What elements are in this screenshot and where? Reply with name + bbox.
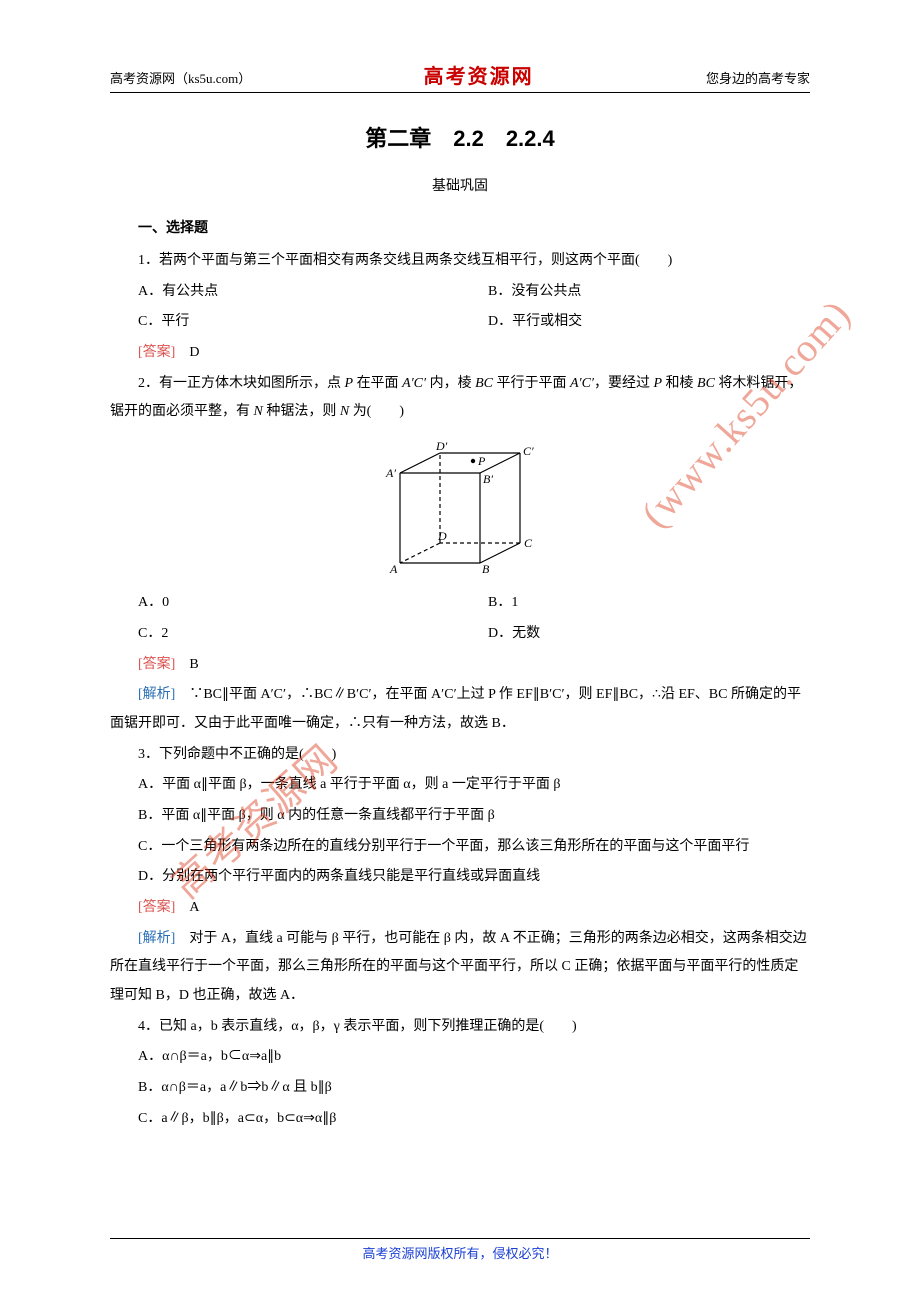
analysis-label: [解析] xyxy=(138,687,175,702)
q2-opt-d: D．无数 xyxy=(460,620,810,649)
q3-stem: 3．下列命题中不正确的是( ) xyxy=(110,741,810,770)
q3-opt-b: B．平面 α∥平面 β，则 α 内的任意一条直线都平行于平面 β xyxy=(110,802,810,831)
q1-answer-row: [答案] D xyxy=(110,339,810,368)
q2-var: P xyxy=(653,376,662,391)
cube-figure: A B C D A′ B′ C′ D′ P xyxy=(110,433,810,583)
section-heading: 一、选择题 xyxy=(110,217,810,237)
q3-opt-d: D．分别在两个平行平面内的两条直线只能是平行直线或异面直线 xyxy=(110,863,810,892)
header-center-logo: 高考资源网 xyxy=(424,60,534,89)
q1-opt-c: C．平行 xyxy=(110,308,460,337)
svg-text:C′: C′ xyxy=(523,444,534,458)
header-left: 高考资源网（ks5u.com） xyxy=(110,68,251,87)
svg-text:C: C xyxy=(524,536,533,550)
q2-part: 种锯法，则 xyxy=(263,404,340,419)
svg-text:A′: A′ xyxy=(385,466,396,480)
q2-part: 平行于平面 xyxy=(493,376,570,391)
q3-analysis-text: 对于 A，直线 a 可能与 β 平行，也可能在 β 内，故 A 不正确；三角形的… xyxy=(110,931,807,1003)
svg-text:B: B xyxy=(482,562,490,576)
page-header: 高考资源网（ks5u.com） 高考资源网 您身边的高考专家 xyxy=(110,60,810,93)
q2-var: BC xyxy=(475,376,493,391)
svg-text:B′: B′ xyxy=(483,472,493,486)
q1-opt-d: D．平行或相交 xyxy=(460,308,810,337)
q3-opt-c: C．一个三角形有两条边所在的直线分别平行于一个平面，那么该三角形所在的平面与这个… xyxy=(110,833,810,862)
q2-analysis-text: ∵BC∥平面 A′C′，∴BC∥B′C′，在平面 A′C′上过 P 作 EF∥B… xyxy=(110,687,801,731)
q2-part: 在平面 xyxy=(353,376,402,391)
subtitle: 基础巩固 xyxy=(110,175,810,195)
answer-label: [答案] xyxy=(138,900,175,915)
q2-var: N xyxy=(340,404,349,419)
document-page: 高考资源网（ks5u.com） 高考资源网 您身边的高考专家 第二章 2.2 2… xyxy=(0,0,920,1302)
q2-answer-row: [答案] B xyxy=(110,651,810,680)
q3-opt-a: A．平面 α∥平面 β，一条直线 a 平行于平面 α，则 a 一定平行于平面 β xyxy=(110,771,810,800)
q2-part: 内，棱 xyxy=(426,376,475,391)
q2-part: 和棱 xyxy=(662,376,697,391)
svg-text:A: A xyxy=(389,562,398,576)
q4-stem: 4．已知 a，b 表示直线，α，β，γ 表示平面，则下列推理正确的是( ) xyxy=(110,1013,810,1042)
analysis-label: [解析] xyxy=(138,931,175,946)
q1-opt-a: A．有公共点 xyxy=(110,278,460,307)
answer-label: [答案] xyxy=(138,345,175,360)
q2-part: ，要经过 xyxy=(594,376,654,391)
q1-options-row2: C．平行 D．平行或相交 xyxy=(110,308,810,337)
q3-answer: A xyxy=(175,900,199,915)
cube-svg: A B C D A′ B′ C′ D′ P xyxy=(380,433,540,578)
q2-options-row2: C．2 D．无数 xyxy=(110,620,810,649)
q1-answer: D xyxy=(175,345,199,360)
q2-opt-b: B．1 xyxy=(460,589,810,618)
svg-text:D′: D′ xyxy=(435,439,448,453)
q1-options-row1: A．有公共点 B．没有公共点 xyxy=(110,278,810,307)
q2-var: N xyxy=(254,404,263,419)
answer-label: [答案] xyxy=(138,657,175,672)
q2-var: A′C′ xyxy=(402,376,426,391)
chapter-title: 第二章 2.2 2.2.4 xyxy=(110,121,810,153)
q2-opt-c: C．2 xyxy=(110,620,460,649)
q2-answer: B xyxy=(175,657,198,672)
page-footer: 高考资源网版权所有，侵权必究！ xyxy=(110,1238,810,1262)
svg-text:P: P xyxy=(477,454,486,468)
q2-part: 2．有一正方体木块如图所示，点 xyxy=(138,376,345,391)
q2-options-row1: A．0 B．1 xyxy=(110,589,810,618)
q3-answer-row: [答案] A xyxy=(110,894,810,923)
q1-opt-b: B．没有公共点 xyxy=(460,278,810,307)
q2-var: A′C′ xyxy=(570,376,594,391)
q2-part: 为( ) xyxy=(349,404,404,419)
q3-analysis: [解析] 对于 A，直线 a 可能与 β 平行，也可能在 β 内，故 A 不正确… xyxy=(110,925,810,1011)
q2-var: P xyxy=(345,376,354,391)
svg-text:D: D xyxy=(437,529,447,543)
q4-opt-a: A．α∩β＝a，b⊂α⇒a∥b xyxy=(110,1043,810,1072)
q2-analysis: [解析] ∵BC∥平面 A′C′，∴BC∥B′C′，在平面 A′C′上过 P 作… xyxy=(110,681,810,738)
q2-var: BC xyxy=(697,376,715,391)
q4-opt-c: C．a∥β，b∥β，a⊂α，b⊂α⇒α∥β xyxy=(110,1105,810,1134)
q2-stem: 2．有一正方体木块如图所示，点 P 在平面 A′C′ 内，棱 BC 平行于平面 … xyxy=(110,370,810,427)
q4-opt-b: B．α∩β＝a，a∥b⇒b∥α 且 b∥β xyxy=(110,1074,810,1103)
header-right: 您身边的高考专家 xyxy=(706,68,810,87)
q2-opt-a: A．0 xyxy=(110,589,460,618)
q1-stem: 1．若两个平面与第三个平面相交有两条交线且两条交线互相平行，则这两个平面( ) xyxy=(110,247,810,276)
